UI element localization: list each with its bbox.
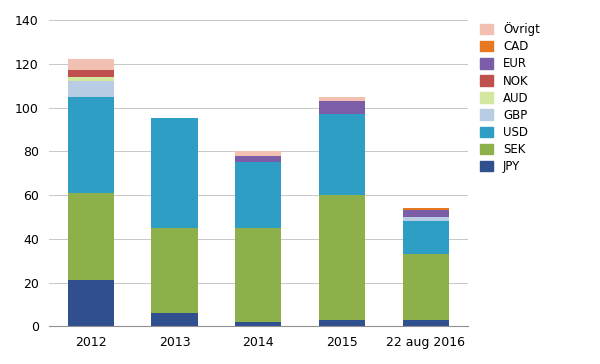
Bar — [319, 320, 365, 326]
Bar — [235, 151, 281, 156]
Bar — [319, 101, 365, 114]
Bar — [68, 59, 114, 70]
Bar — [403, 221, 449, 254]
Bar — [68, 70, 114, 77]
Bar — [151, 228, 197, 313]
Bar — [235, 162, 281, 228]
Bar — [403, 254, 449, 320]
Bar — [235, 228, 281, 322]
Bar — [151, 313, 197, 326]
Bar — [68, 96, 114, 193]
Bar — [68, 77, 114, 81]
Bar — [235, 322, 281, 326]
Bar — [319, 114, 365, 195]
Bar — [319, 96, 365, 101]
Bar — [68, 193, 114, 280]
Legend: Övrigt, CAD, EUR, NOK, AUD, GBP, USD, SEK, JPY: Övrigt, CAD, EUR, NOK, AUD, GBP, USD, SE… — [478, 20, 542, 175]
Bar — [151, 118, 197, 228]
Bar — [403, 208, 449, 210]
Bar — [319, 195, 365, 320]
Bar — [403, 210, 449, 217]
Bar — [68, 280, 114, 326]
Bar — [403, 217, 449, 221]
Bar — [68, 81, 114, 96]
Bar — [235, 156, 281, 162]
Bar — [403, 320, 449, 326]
